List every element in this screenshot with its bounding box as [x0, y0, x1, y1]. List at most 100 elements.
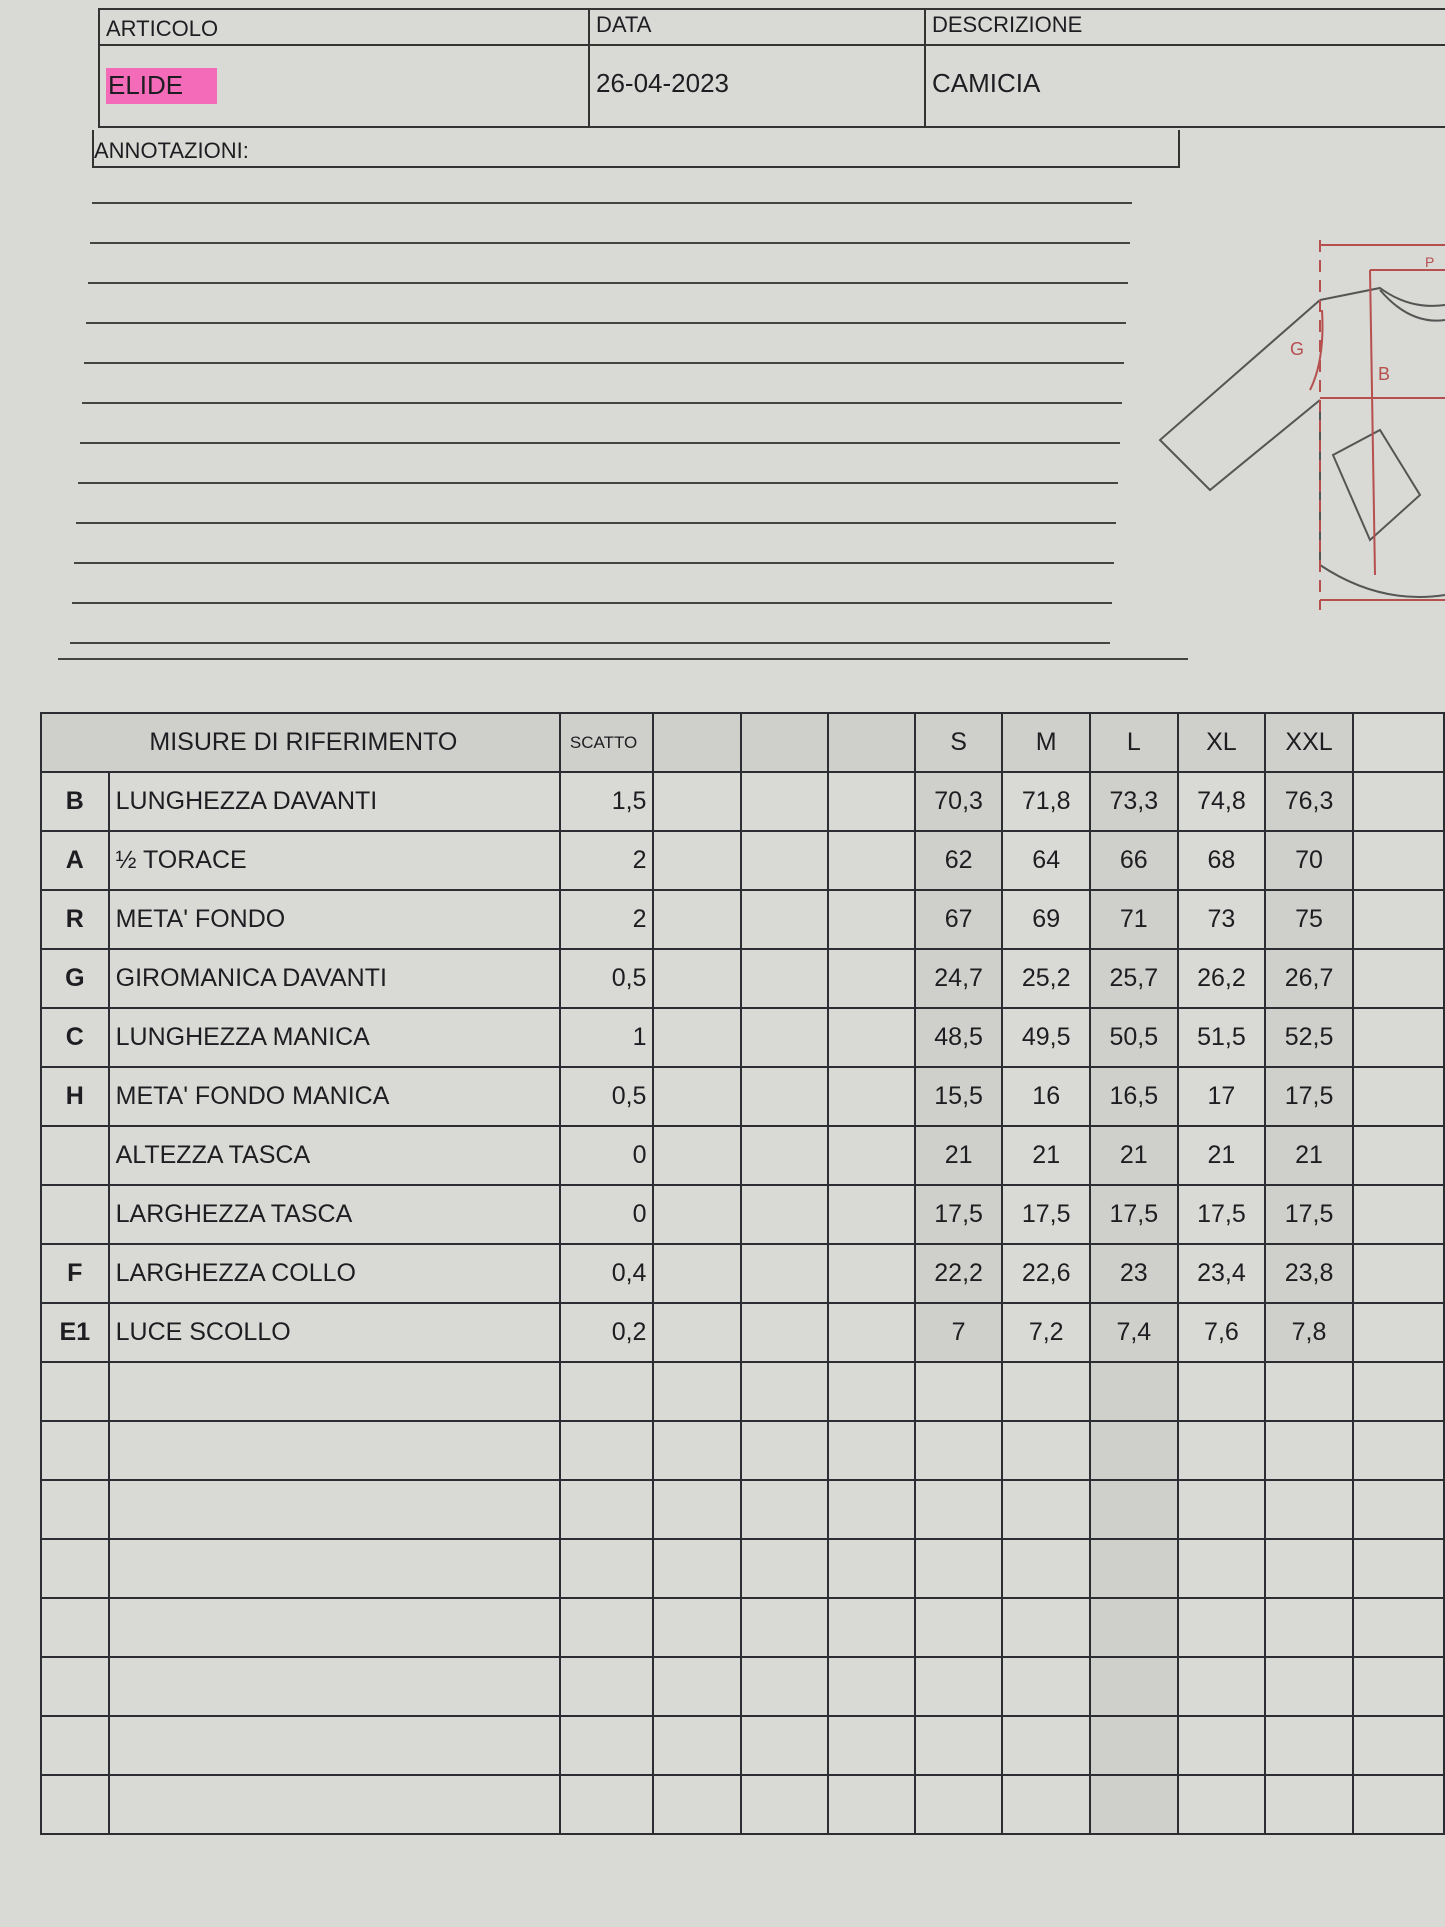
empty-cell	[1089, 1479, 1179, 1540]
empty-cell	[1351, 1597, 1445, 1658]
empty-cell	[913, 1538, 1004, 1599]
empty-cell	[40, 1715, 110, 1776]
row-size-value: 66	[1089, 830, 1179, 891]
header-extra	[1351, 712, 1445, 773]
empty-cell	[913, 1361, 1004, 1422]
row-size-value: 73,3	[1089, 771, 1179, 832]
row-size-value: 17,5	[1089, 1184, 1179, 1245]
empty-cell	[913, 1479, 1004, 1540]
empty-cell	[1351, 1420, 1445, 1481]
row-blank	[652, 1007, 742, 1068]
empty-cell	[1001, 1420, 1092, 1481]
row-extra	[1351, 830, 1445, 891]
empty-cell	[739, 1656, 829, 1717]
row-scatto: 0,2	[558, 1302, 655, 1363]
empty-cell	[1001, 1479, 1092, 1540]
annotation-line	[92, 202, 1132, 204]
empty-cell	[1351, 1715, 1445, 1776]
row-size-value: 17,5	[1264, 1184, 1354, 1245]
header-size: S	[913, 712, 1004, 773]
header-blank	[652, 712, 742, 773]
empty-cell	[826, 1597, 916, 1658]
sketch-dim-lines	[1309, 244, 1445, 601]
row-size-value: 23,4	[1176, 1243, 1267, 1304]
table-header-row: MISURE DI RIFERIMENTO SCATTO S M L XL XXL	[40, 712, 1445, 773]
row-label: LUNGHEZZA MANICA	[107, 1007, 561, 1068]
articolo-value: ELIDE	[106, 68, 218, 104]
row-blank	[739, 1125, 829, 1186]
row-size-value: 73	[1176, 889, 1267, 950]
empty-cell	[652, 1538, 742, 1599]
row-blank	[826, 1125, 916, 1186]
empty-cell	[739, 1538, 829, 1599]
row-size-value: 50,5	[1089, 1007, 1179, 1068]
row-blank	[652, 1125, 742, 1186]
row-blank	[826, 889, 916, 950]
row-letter: B	[40, 771, 110, 832]
row-blank	[739, 1302, 829, 1363]
row-size-value: 17,5	[1176, 1184, 1267, 1245]
empty-cell	[1264, 1420, 1354, 1481]
row-letter	[40, 1125, 110, 1186]
row-size-value: 21	[1001, 1125, 1092, 1186]
empty-cell	[107, 1420, 561, 1481]
header-blank	[739, 712, 829, 773]
empty-cell	[913, 1597, 1004, 1658]
empty-cell	[1264, 1656, 1354, 1717]
empty-row	[40, 1479, 1445, 1540]
data-label: DATA	[596, 12, 652, 37]
header-divider	[98, 44, 1445, 46]
empty-cell	[1351, 1361, 1445, 1422]
empty-cell	[913, 1420, 1004, 1481]
row-size-value: 7,8	[1264, 1302, 1354, 1363]
row-scatto: 2	[558, 830, 655, 891]
empty-cell	[558, 1774, 655, 1835]
table-row: ALTEZZA TASCA 0 21 21 21 21 21	[40, 1125, 1445, 1186]
empty-cell	[1264, 1361, 1354, 1422]
row-size-value: 26,7	[1264, 948, 1354, 1009]
annotation-line	[70, 642, 1110, 644]
empty-cell	[1176, 1656, 1267, 1717]
table-row: C LUNGHEZZA MANICA 1 48,5 49,5 50,5 51,5 52,5	[40, 1007, 1445, 1068]
empty-cell	[1176, 1597, 1267, 1658]
empty-cell	[826, 1715, 916, 1776]
empty-cell	[1001, 1715, 1092, 1776]
empty-cell	[1264, 1774, 1354, 1835]
empty-row	[40, 1597, 1445, 1658]
row-blank	[739, 889, 829, 950]
sketch-label-b: B	[1378, 364, 1390, 384]
empty-cell	[652, 1656, 742, 1717]
table-row: G GIROMANICA DAVANTI 0,5 24,7 25,2 25,7 26,2 26…	[40, 948, 1445, 1009]
row-letter: A	[40, 830, 110, 891]
empty-cell	[558, 1597, 655, 1658]
empty-cell	[1089, 1656, 1179, 1717]
row-size-value: 26,2	[1176, 948, 1267, 1009]
row-size-value: 7,6	[1176, 1302, 1267, 1363]
empty-cell	[1176, 1715, 1267, 1776]
empty-cell	[107, 1715, 561, 1776]
row-size-value: 7	[913, 1302, 1004, 1363]
articolo-cell: ARTICOLO ELIDE	[98, 10, 590, 128]
empty-cell	[652, 1361, 742, 1422]
row-size-value: 15,5	[913, 1066, 1004, 1127]
empty-cell	[1264, 1597, 1354, 1658]
empty-cell	[558, 1361, 655, 1422]
row-size-value: 22,6	[1001, 1243, 1092, 1304]
empty-cell	[1001, 1774, 1092, 1835]
row-size-value: 16	[1001, 1066, 1092, 1127]
row-blank	[652, 1066, 742, 1127]
row-scatto: 0,5	[558, 948, 655, 1009]
row-blank	[739, 1243, 829, 1304]
row-extra	[1351, 1125, 1445, 1186]
table-row: F LARGHEZZA COLLO 0,4 22,2 22,6 23 23,4 23,8	[40, 1243, 1445, 1304]
empty-row	[40, 1715, 1445, 1776]
annotations-header	[92, 130, 1180, 168]
row-size-value: 62	[913, 830, 1004, 891]
annotation-line	[76, 522, 1116, 524]
row-label: GIROMANICA DAVANTI	[107, 948, 561, 1009]
header-grid: ARTICOLO ELIDE DATA 26-04-2023 DESCRIZIO…	[98, 8, 1445, 128]
empty-cell	[826, 1538, 916, 1599]
row-scatto: 0,5	[558, 1066, 655, 1127]
empty-cell	[826, 1479, 916, 1540]
table-row: H META' FONDO MANICA 0,5 15,5 16 16,5 17 17,5	[40, 1066, 1445, 1127]
